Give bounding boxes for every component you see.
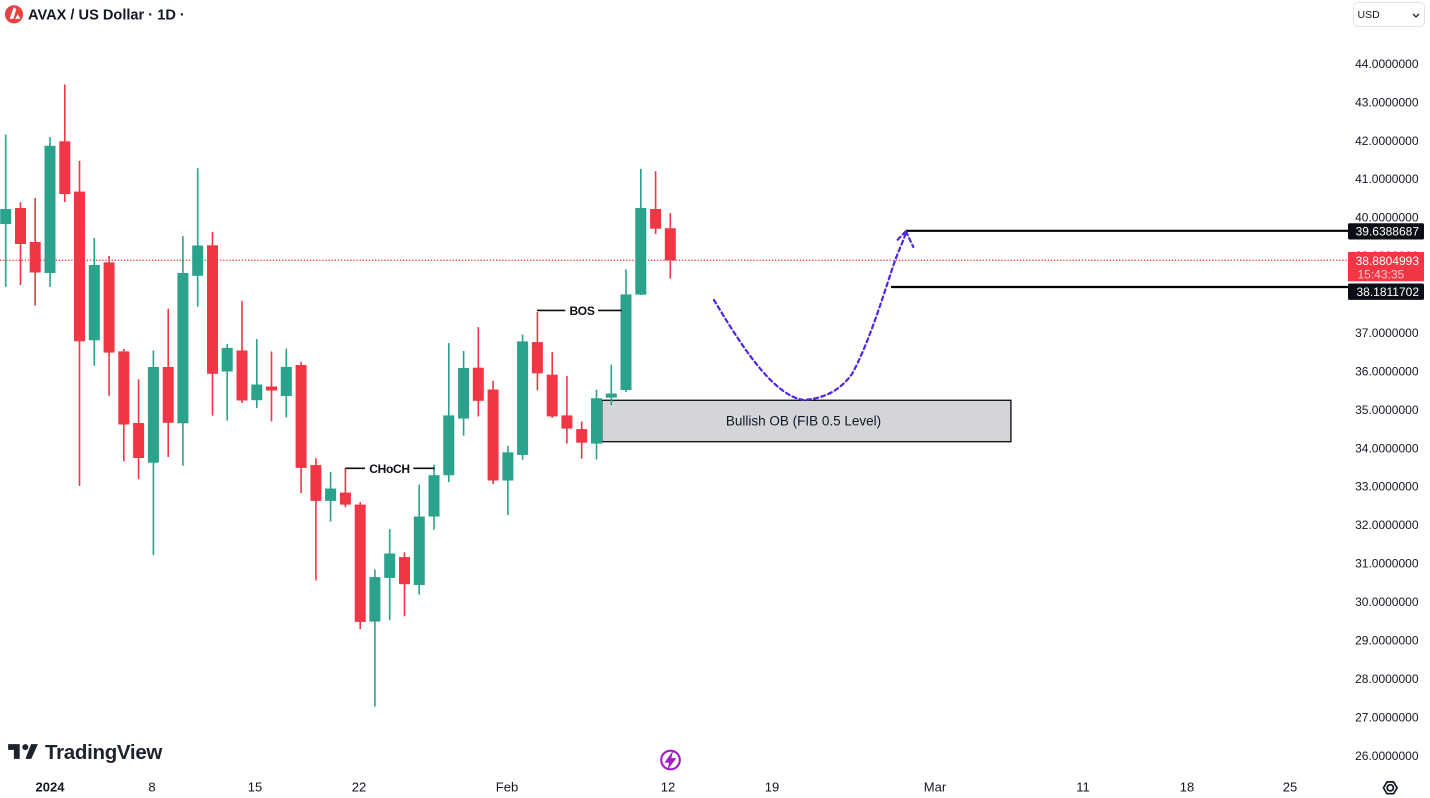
svg-text:26.0000000: 26.0000000: [1355, 749, 1419, 763]
svg-text:41.0000000: 41.0000000: [1355, 172, 1419, 186]
svg-text:28.0000000: 28.0000000: [1355, 672, 1419, 686]
svg-text:35.0000000: 35.0000000: [1355, 403, 1419, 417]
svg-text:8: 8: [148, 780, 155, 795]
svg-text:Bullish OB (FIB 0.5 Level): Bullish OB (FIB 0.5 Level): [726, 414, 881, 429]
svg-text:42.0000000: 42.0000000: [1355, 134, 1419, 148]
svg-text:CHoCH: CHoCH: [369, 462, 410, 476]
svg-text:32.0000000: 32.0000000: [1355, 518, 1419, 532]
svg-text:2024: 2024: [36, 780, 66, 795]
svg-text:38.8804993: 38.8804993: [1356, 254, 1420, 268]
svg-text:12: 12: [661, 780, 675, 795]
svg-text:Mar: Mar: [924, 780, 947, 795]
svg-text:22: 22: [352, 780, 366, 795]
svg-text:29.0000000: 29.0000000: [1355, 634, 1419, 648]
svg-text:30.0000000: 30.0000000: [1355, 595, 1419, 609]
svg-text:39.6388687: 39.6388687: [1356, 225, 1420, 239]
svg-text:Feb: Feb: [496, 780, 518, 795]
svg-text:25: 25: [1283, 780, 1297, 795]
svg-text:33.0000000: 33.0000000: [1355, 480, 1419, 494]
svg-text:27.0000000: 27.0000000: [1355, 710, 1419, 724]
svg-text:36.0000000: 36.0000000: [1355, 364, 1419, 378]
svg-text:19: 19: [765, 780, 779, 795]
svg-text:11: 11: [1076, 780, 1090, 795]
svg-text:15: 15: [248, 780, 262, 795]
svg-text:18: 18: [1180, 780, 1194, 795]
svg-text:15:43:35: 15:43:35: [1358, 267, 1405, 281]
svg-text:37.0000000: 37.0000000: [1355, 326, 1419, 340]
svg-text:TradingView: TradingView: [45, 741, 162, 764]
svg-text:31.0000000: 31.0000000: [1355, 557, 1419, 571]
svg-text:40.0000000: 40.0000000: [1355, 211, 1419, 225]
svg-text:43.0000000: 43.0000000: [1355, 95, 1419, 109]
svg-text:44.0000000: 44.0000000: [1355, 57, 1419, 71]
svg-text:38.1811702: 38.1811702: [1356, 285, 1419, 299]
svg-text:BOS: BOS: [569, 304, 594, 318]
svg-text:34.0000000: 34.0000000: [1355, 441, 1419, 455]
svg-text:AVAX / US Dollar · 1D ·: AVAX / US Dollar · 1D ·: [28, 8, 185, 24]
